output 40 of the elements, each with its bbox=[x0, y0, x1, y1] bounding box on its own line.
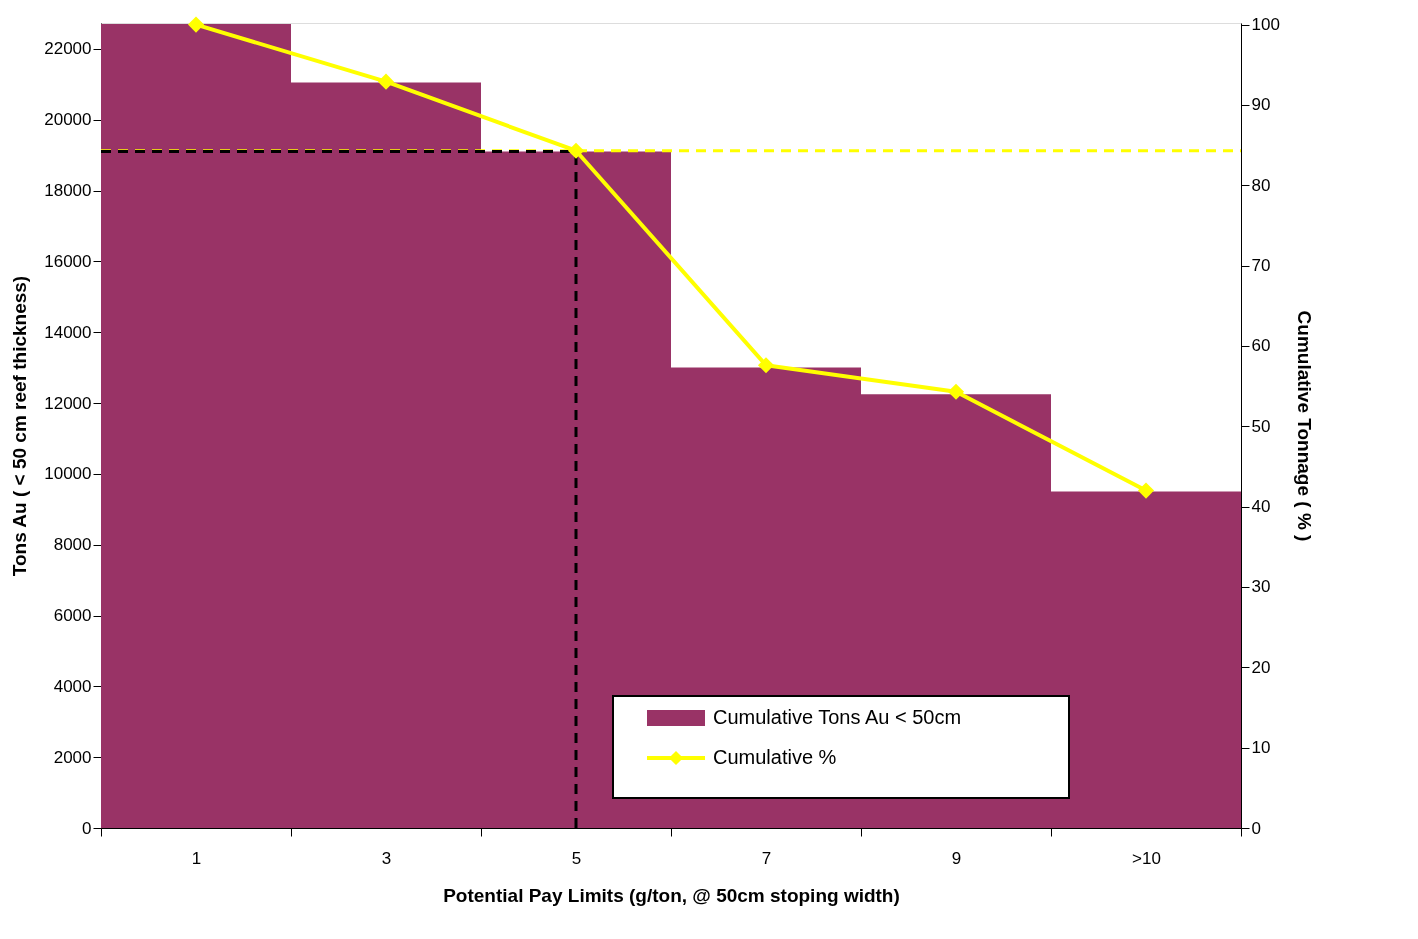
y-tick-label: 12000 bbox=[44, 393, 92, 413]
point bbox=[567, 142, 585, 159]
x-axis-title: Potential Pay Limits (g/ton, @ 50cm stoping width) bbox=[443, 884, 900, 906]
x-tick-label: >10 bbox=[1132, 848, 1161, 868]
y2-tick-label: 20 bbox=[1251, 657, 1271, 677]
x-tick-label: 5 bbox=[571, 848, 582, 868]
y-tick-label: 22000 bbox=[44, 39, 92, 59]
y2-tick-label: 90 bbox=[1251, 95, 1271, 115]
y-tick-label: 18000 bbox=[44, 181, 92, 201]
x-tick-label: 1 bbox=[191, 848, 202, 868]
y2-tick-label: 40 bbox=[1251, 497, 1271, 517]
y2-tick-label: 0 bbox=[1251, 818, 1261, 838]
legend-label: Cumulative Tons Au < 50cm bbox=[713, 706, 962, 728]
x-tick-label: 9 bbox=[951, 848, 962, 868]
y2-tick-label: 10 bbox=[1251, 738, 1271, 758]
y-axis-title: Tons Au ( < 50 cm reef thickness) bbox=[9, 275, 31, 577]
y-tick-label: 20000 bbox=[44, 110, 92, 130]
y2-tick-label: 30 bbox=[1251, 577, 1271, 597]
x-tick-label: 3 bbox=[381, 848, 392, 868]
point bbox=[757, 357, 775, 374]
y-tick-label: 14000 bbox=[44, 322, 92, 342]
point bbox=[377, 73, 395, 90]
y2-tick-label: 80 bbox=[1251, 175, 1271, 195]
y-tick-label: 4000 bbox=[53, 676, 92, 696]
y2-tick-label: 50 bbox=[1251, 416, 1271, 436]
point bbox=[947, 383, 965, 400]
y-tick-label: 0 bbox=[82, 818, 92, 838]
y-tick-label: 2000 bbox=[53, 747, 92, 767]
y-tick-label: 8000 bbox=[53, 535, 92, 555]
y2-tick-label: 70 bbox=[1251, 256, 1271, 276]
y-tick-label: 10000 bbox=[44, 464, 92, 484]
point bbox=[187, 16, 205, 33]
y2-tick-label: 60 bbox=[1251, 336, 1271, 356]
y2-tick-label: 100 bbox=[1251, 15, 1280, 35]
legend-label: Cumulative % bbox=[713, 746, 837, 768]
y-tick-label: 6000 bbox=[53, 606, 92, 626]
y2-axis-title: Cumulative Tonnage ( % ) bbox=[1293, 310, 1315, 542]
y-tick-label: 16000 bbox=[44, 251, 92, 271]
point bbox=[1137, 482, 1155, 499]
x-tick-label: 7 bbox=[761, 848, 772, 868]
